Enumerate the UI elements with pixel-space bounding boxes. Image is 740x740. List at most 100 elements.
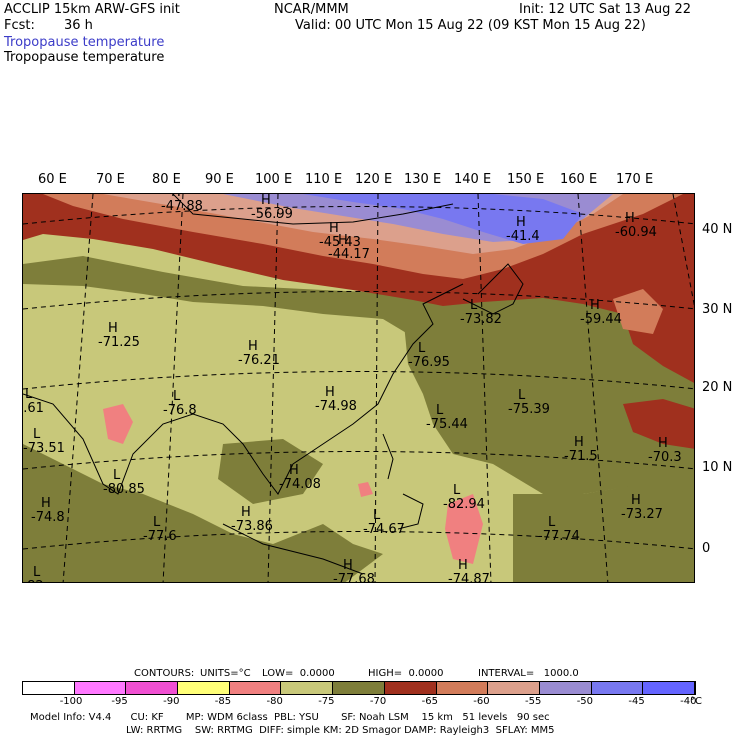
colorbar-unit: °C [690, 696, 702, 707]
marker-value: -74.67 [363, 522, 405, 537]
graticule [23, 194, 694, 582]
marker-value: -74.87 [448, 572, 490, 583]
colorbar-swatch [74, 682, 127, 694]
marker-type: H [574, 435, 584, 450]
marker-type: L [548, 515, 556, 530]
pressure-marker: H -74.98 [315, 386, 357, 414]
pressure-marker: H -73.86 [231, 506, 273, 534]
marker-value: -73.51 [23, 441, 65, 456]
marker-value: -80.85 [103, 482, 145, 497]
marker-value: -74.08 [279, 477, 321, 492]
pressure-marker: H -74.8 [31, 497, 65, 525]
marker-value: -41.4 [506, 229, 540, 244]
marker-type: L [25, 387, 33, 402]
lon-label: 130 E [404, 172, 442, 187]
colorbar-swatch [591, 682, 644, 694]
marker-type: L [33, 427, 41, 442]
marker-type: L [436, 403, 444, 418]
marker-value: -56.99 [251, 207, 293, 222]
colorbar-swatch [384, 682, 437, 694]
map-canvas [23, 194, 694, 582]
marker-type: H [108, 321, 118, 336]
field-75-70 [218, 439, 323, 504]
colorbar-swatch [229, 682, 282, 694]
forecast-label: Fcst: [4, 18, 35, 33]
pressure-marker: L -76.8 [163, 390, 197, 418]
marker-value: -76.95 [408, 355, 450, 370]
colorbar-tick-label: -55 [525, 696, 542, 707]
marker-type: H [343, 558, 353, 573]
marker-type: L [153, 515, 161, 530]
field-85-80 [358, 482, 373, 497]
marker-type: H [338, 233, 348, 248]
lon-label: 70 E [96, 172, 125, 187]
contours-low: LOW= 0.0000 [262, 668, 335, 679]
field-75-70 [403, 306, 694, 494]
pressure-marker: H -74.87 [448, 559, 490, 583]
marker-type: L [173, 389, 181, 404]
marker-type: H [241, 505, 251, 520]
pressure-marker: L -77.6 [143, 516, 177, 544]
marker-type: H [516, 215, 526, 230]
marker-type: H [590, 298, 600, 313]
marker-type: L [453, 483, 461, 498]
lat-label: 20 N [702, 380, 733, 395]
marker-value: -77.6 [143, 529, 177, 544]
pressure-marker: L -80.85 [103, 469, 145, 497]
lon-label: 150 E [507, 172, 545, 187]
contours-high: HIGH= 0.0000 [368, 668, 444, 679]
colorbar-swatch [126, 682, 179, 694]
marker-type: H [631, 493, 641, 508]
marker-value: -70.3 [648, 450, 682, 465]
lon-label: 110 E [305, 172, 343, 187]
marker-value: -59.44 [580, 312, 622, 327]
marker-value: -75.44 [426, 417, 468, 432]
pressure-marker: H -60.94 [615, 212, 657, 240]
field-50-45 [303, 194, 583, 244]
colorbar-tick-label: -65 [421, 696, 438, 707]
field-75-70 [23, 444, 383, 582]
pressure-marker: H -44.17 [328, 234, 370, 262]
lon-label: 60 E [38, 172, 67, 187]
marker-value: 9.61 [23, 401, 44, 416]
marker-value: -73.82 [460, 312, 502, 327]
colorbar-swatch [23, 682, 75, 694]
contours-units: UNITS=°C [200, 668, 251, 679]
marker-value: -44.17 [328, 247, 370, 262]
marker-type: H [41, 496, 51, 511]
colorbar-swatch [281, 682, 334, 694]
field-65-60 [613, 289, 663, 334]
colorbar-tick-label: -75 [318, 696, 335, 707]
organization-label: NCAR/MMM [274, 2, 349, 17]
marker-value: -73.27 [621, 507, 663, 522]
model-info-line1: Model Info: V4.4 CU: KF MP: WDM 6class P… [30, 712, 550, 723]
pressure-marker: H -71.5 [564, 436, 598, 464]
tropopause-temperature-map: H-47.88H-56.99H-44.17H-45.43H-41.4H-60.9… [22, 193, 695, 583]
colorbar-tick-label: -100 [59, 696, 83, 707]
pressure-marker: L -74.67 [363, 509, 405, 537]
pressure-marker: H -45.43 [319, 222, 361, 250]
pressure-marker: H-47.88 [161, 194, 203, 214]
colorbar-tick-label: -85 [214, 696, 232, 707]
marker-type: H [625, 211, 635, 226]
contours-label: CONTOURS: [134, 668, 195, 679]
marker-value: -60.94 [615, 225, 657, 240]
lon-label: 170 E [616, 172, 654, 187]
lon-label: 80 E [152, 172, 181, 187]
colorbar-tick-label: -80 [266, 696, 283, 707]
colorbar [22, 681, 696, 695]
marker-type: H [261, 193, 271, 208]
pressure-marker: H -73.27 [621, 494, 663, 522]
marker-value: -76.8 [163, 403, 197, 418]
marker-value: -76.21 [238, 353, 280, 368]
model-info-line2: LW: RRTMG SW: RRTMG DIFF: simple KM: 2D … [126, 725, 555, 736]
field-title-shaded: Tropopause temperature [4, 35, 165, 50]
lon-label: 160 E [560, 172, 598, 187]
pressure-marker: L.82 [23, 566, 44, 583]
colorbar-tick-label: -90 [163, 696, 180, 707]
pressure-marker: H -71.25 [98, 322, 140, 350]
pressure-marker: H -41.4 [506, 216, 540, 244]
marker-value: .82 [23, 580, 44, 583]
marker-type: L [518, 388, 526, 403]
field-70-65 [623, 399, 694, 449]
